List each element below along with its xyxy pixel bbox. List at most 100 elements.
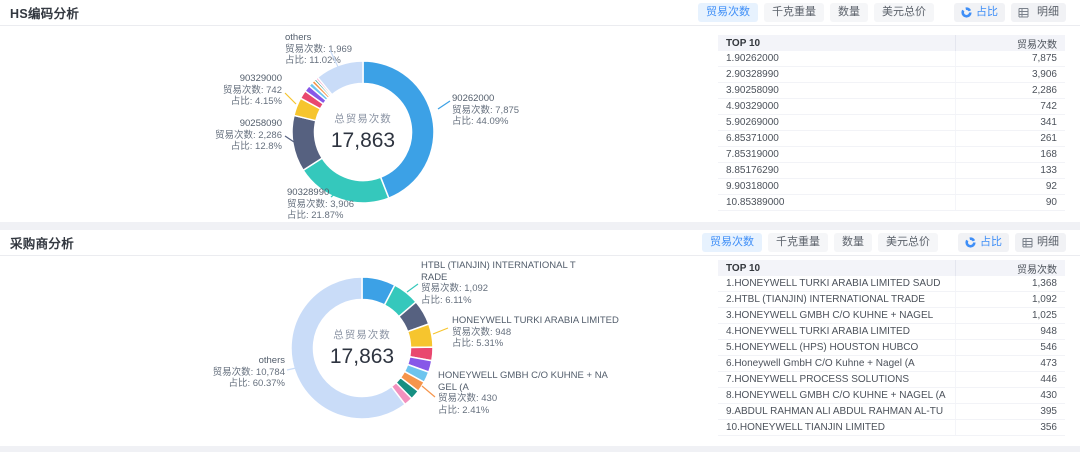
buyer-top10-table: TOP 10 贸易次数 1.HONEYWELL TURKI ARABIA LIM… — [718, 260, 1065, 436]
detail-view-button[interactable]: 明细 — [1015, 233, 1066, 252]
row-value: 395 — [955, 404, 1065, 419]
table-row: 2.HTBL (TIANJIN) INTERNATIONAL TRADE 1,0… — [718, 292, 1065, 308]
metric-button-kg-weight[interactable]: 千克重量 — [768, 233, 828, 252]
table-row: 1.HONEYWELL TURKI ARABIA LIMITED SAUD 1,… — [718, 276, 1065, 292]
ratio-view-button[interactable]: 占比 — [958, 233, 1009, 252]
row-value: 3,906 — [955, 67, 1065, 82]
row-label: 4.HONEYWELL TURKI ARABIA LIMITED — [726, 326, 910, 337]
row-label: 5.90269000 — [726, 117, 779, 128]
row-label: 1.HONEYWELL TURKI ARABIA LIMITED SAUD — [726, 278, 941, 289]
row-label: 10.85389000 — [726, 197, 785, 208]
row-value: 446 — [955, 372, 1065, 387]
row-label: 6.Honeywell GmbH C/O Kuhne + Nagel (A — [726, 358, 915, 369]
row-value: 90 — [955, 195, 1065, 210]
row-value: 133 — [955, 163, 1065, 178]
value-column-header: 贸易次数 — [955, 260, 1065, 276]
row-value: 2,286 — [955, 83, 1065, 98]
table-row: 7.85319000 168 — [718, 147, 1065, 163]
pie-ratio-icon — [961, 7, 972, 18]
detail-view-button[interactable]: 明细 — [1011, 3, 1066, 22]
table-row: 5.90269000 341 — [718, 115, 1065, 131]
donut-slice[interactable] — [290, 276, 406, 420]
table-row: 7.HONEYWELL PROCESS SOLUTIONS 446 — [718, 372, 1065, 388]
table-row: 2.90328990 3,906 — [718, 67, 1065, 83]
row-label: 10.HONEYWELL TIANJIN LIMITED — [726, 422, 885, 433]
hs-code-donut-chart[interactable] — [283, 52, 443, 212]
table-row: 10.85389000 90 — [718, 195, 1065, 211]
metric-button-trade-count[interactable]: 贸易次数 — [698, 3, 758, 22]
pie-ratio-icon — [965, 237, 976, 248]
buyer-section: 采购商分析 贸易次数 千克重量 数量 美元总价 占比 明细 总贸易 — [0, 230, 1080, 446]
callout-htbl: HTBL (TIANJIN) INTERNATIONAL TRADE 贸易次数:… — [421, 260, 576, 306]
table-row: 6.85371000 261 — [718, 131, 1065, 147]
row-value: 1,025 — [955, 308, 1065, 323]
hs-top10-table: TOP 10 贸易次数 1.90262000 7,875 2.90328990 … — [718, 35, 1065, 211]
hs-section-header: HS编码分析 贸易次数 千克重量 数量 美元总价 占比 明细 — [0, 0, 1080, 26]
rank-column-header: TOP 10 — [726, 37, 761, 49]
leader-line-90329000 — [284, 92, 297, 105]
hs-section-content: 总贸易次数 17,863 others 贸易次数: 1,969 占比: 11.0… — [0, 26, 1080, 222]
row-value: 430 — [955, 388, 1065, 403]
row-value: 1,092 — [955, 292, 1065, 307]
table-row: 1.90262000 7,875 — [718, 51, 1065, 67]
ratio-view-button[interactable]: 占比 — [954, 3, 1005, 22]
table-body: 1.HONEYWELL TURKI ARABIA LIMITED SAUD 1,… — [718, 276, 1065, 436]
metric-button-usd-total[interactable]: 美元总价 — [874, 3, 934, 22]
callout-90328990: 90328990 贸易次数: 3,906 占比: 21.87% — [287, 187, 355, 221]
section-title: 采购商分析 — [10, 237, 75, 251]
table-row: 9.ABDUL RAHMAN ALI ABDUL RAHMAN AL-TU 39… — [718, 404, 1065, 420]
metric-button-usd-total[interactable]: 美元总价 — [878, 233, 938, 252]
leader-line-gmbh-kuhne-nagel — [421, 385, 436, 398]
callout-gmbh-kuhne-nagel: HONEYWELL GMBH C/O KUHNE + NAGEL (A 贸易次数… — [438, 370, 608, 416]
donut-slice[interactable] — [316, 60, 364, 96]
table-row: 8.HONEYWELL GMBH C/O KUHNE + NAGEL (A 43… — [718, 388, 1065, 404]
table-header-row: TOP 10 贸易次数 — [718, 260, 1065, 276]
rank-column-header: TOP 10 — [726, 262, 761, 274]
callout-others: others 贸易次数: 10,784 占比: 60.37% — [212, 355, 285, 389]
table-row: 5.HONEYWELL (HPS) HOUSTON HUBCO 546 — [718, 340, 1065, 356]
table-row: 3.90258090 2,286 — [718, 83, 1065, 99]
row-value: 168 — [955, 147, 1065, 162]
row-value: 742 — [955, 99, 1065, 114]
buyer-section-content: 总贸易次数 17,863 HTBL (TIANJIN) INTERNATIONA… — [0, 256, 1080, 446]
metric-button-quantity[interactable]: 数量 — [830, 3, 868, 22]
row-value: 341 — [955, 115, 1065, 130]
row-value: 92 — [955, 179, 1065, 194]
buyer-donut-chart[interactable] — [282, 268, 442, 428]
row-value: 356 — [955, 420, 1065, 435]
table-row: 4.90329000 742 — [718, 99, 1065, 115]
leader-line-90328990 — [330, 187, 343, 198]
metric-button-quantity[interactable]: 数量 — [834, 233, 872, 252]
row-label: 4.90329000 — [726, 101, 779, 112]
detail-grid-icon — [1018, 7, 1029, 18]
callout-90262000: 90262000 贸易次数: 7,875 占比: 44.09% — [452, 93, 520, 127]
row-label: 7.HONEYWELL PROCESS SOLUTIONS — [726, 374, 910, 385]
row-label: 2.HTBL (TIANJIN) INTERNATIONAL TRADE — [726, 294, 925, 305]
callout-turki-arabia: HONEYWELL TURKI ARABIA LIMITED 贸易次数: 948… — [452, 315, 619, 349]
bottom-margin — [0, 446, 1080, 452]
callout-90329000: 90329000 贸易次数: 742 占比: 4.15% — [222, 73, 282, 107]
metric-button-kg-weight[interactable]: 千克重量 — [764, 3, 824, 22]
value-column-header: 贸易次数 — [955, 35, 1065, 51]
metric-button-trade-count[interactable]: 贸易次数 — [702, 233, 762, 252]
table-row: 8.85176290 133 — [718, 163, 1065, 179]
leader-line-90258090 — [284, 135, 295, 143]
row-label: 1.90262000 — [726, 53, 779, 64]
row-value: 473 — [955, 356, 1065, 371]
donut-slice[interactable] — [362, 60, 435, 199]
table-row: 10.HONEYWELL TIANJIN LIMITED 356 — [718, 420, 1065, 436]
detail-grid-icon — [1022, 237, 1033, 248]
row-label: 8.HONEYWELL GMBH C/O KUHNE + NAGEL (A — [726, 390, 946, 401]
page-title: HS编码分析 — [10, 7, 80, 21]
row-label: 2.90328990 — [726, 69, 779, 80]
leader-line-turki-arabia — [432, 327, 449, 335]
buyer-section-header: 采购商分析 贸易次数 千克重量 数量 美元总价 占比 明细 — [0, 230, 1080, 256]
row-value: 261 — [955, 131, 1065, 146]
row-label: 3.90258090 — [726, 85, 779, 96]
row-label: 8.85176290 — [726, 165, 779, 176]
row-value: 7,875 — [955, 51, 1065, 66]
table-row: 4.HONEYWELL TURKI ARABIA LIMITED 948 — [718, 324, 1065, 340]
leader-line-90262000 — [437, 100, 451, 110]
row-label: 5.HONEYWELL (HPS) HOUSTON HUBCO — [726, 342, 919, 353]
leader-line-others — [329, 49, 340, 70]
